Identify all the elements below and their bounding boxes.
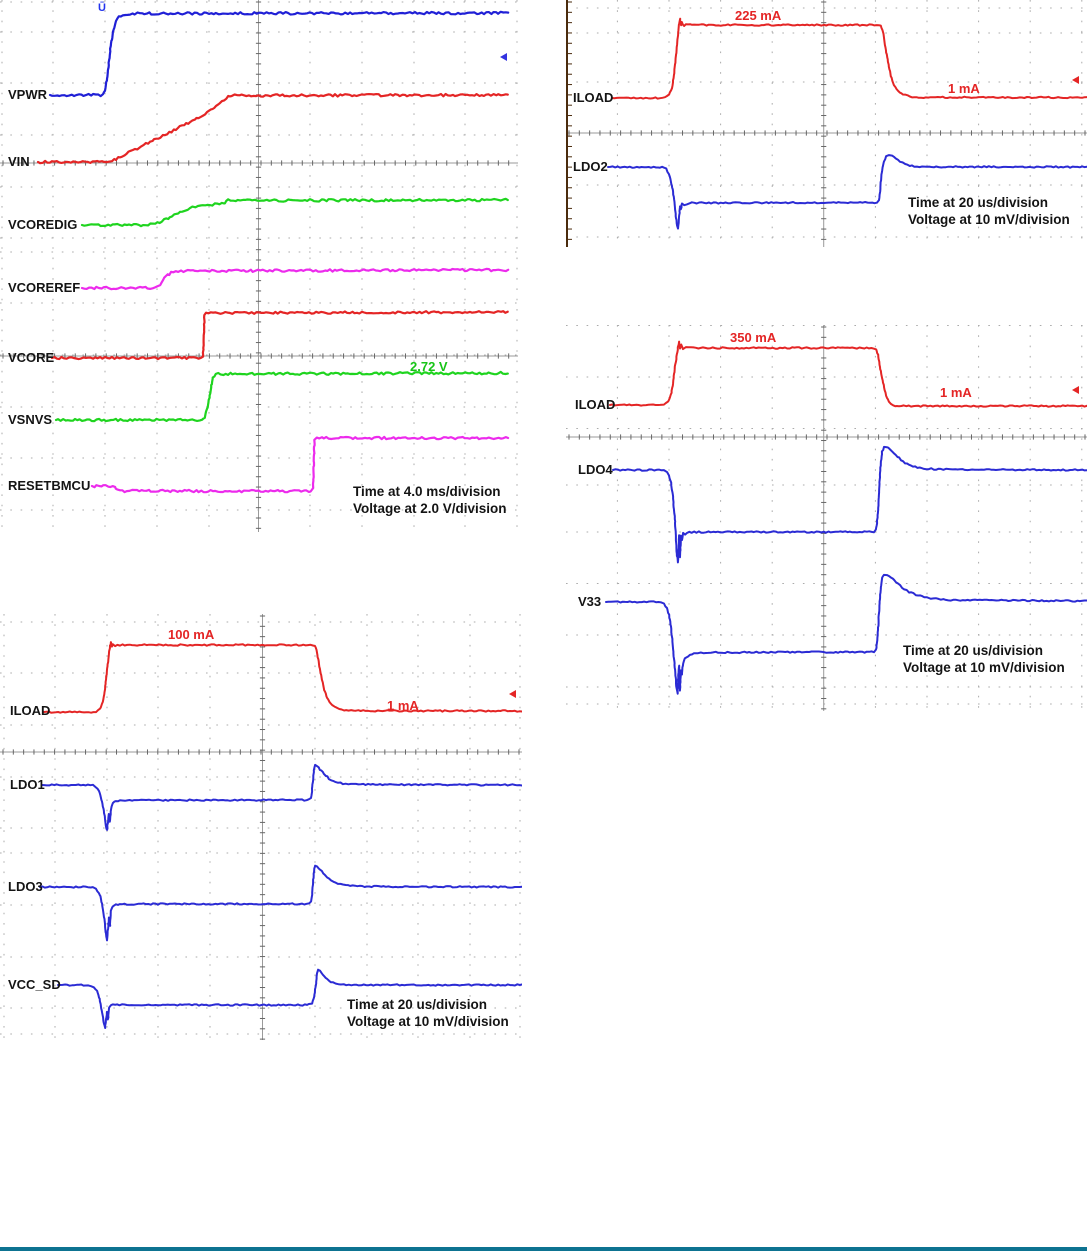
v33-trace-label: V33	[578, 594, 601, 609]
iload-trace	[43, 641, 522, 714]
vin-trace	[36, 92, 509, 165]
powerup-sequence-oscillogram: VPWR VIN VCOREDIG VCOREREF VCORE VSNVS RESETBM…	[0, 0, 518, 532]
timebase-caption: Time at 20 us/division	[908, 195, 1048, 210]
ldo1-ldo3-vccsd-load-transient-oscillogram: ILOAD LDO1 LDO3 VCC_SD 100 mA 1 mA Time at 20 …	[0, 614, 522, 1040]
vpwr-trace-label: VPWR	[8, 87, 48, 102]
trigger-level-marker	[1072, 386, 1079, 394]
ldo4-v33-load-transient-oscillogram: ILOAD LDO4 V33 350 mA 1 mA Time at 20 us/divi…	[566, 325, 1087, 711]
vcc_sd-trace-label: VCC_SD	[8, 977, 61, 992]
ldo2-load-transient-oscillogram: ILOAD LDO2 225 mA 1 mA Time at 20 us/divisio…	[566, 0, 1087, 247]
vin-trace-label: VIN	[8, 154, 30, 169]
vcoredig-trace-label: VCOREDIG	[8, 217, 77, 232]
ldo2-trace-label: LDO2	[573, 159, 608, 174]
iload-trace	[609, 340, 1087, 408]
level-annotation: 2.72 V	[410, 359, 448, 374]
oscillogram-canvas: ILOAD LDO2 225 mA 1 mA Time at 20 us/divisio…	[566, 0, 1087, 247]
resetbmcu-trace-label: RESETBMCU	[8, 478, 90, 493]
vcc_sd-trace	[57, 968, 522, 1029]
level-annotation: 100 mA	[168, 627, 215, 642]
vcoreref-trace-label: VCOREREF	[8, 280, 80, 295]
ldo4-trace-label: LDO4	[578, 462, 613, 477]
level-annotation: 1 mA	[387, 698, 419, 713]
trigger-position-marker: Ū	[98, 2, 106, 14]
ldo2-trace	[607, 154, 1087, 230]
ldo3-trace-label: LDO3	[8, 879, 43, 894]
vsnvs-trace	[54, 370, 509, 423]
level-annotation: 1 mA	[948, 81, 980, 96]
ldo4-trace	[612, 445, 1087, 564]
vcoredig-trace	[80, 197, 509, 228]
vpwr-trace	[48, 10, 510, 98]
vcoreref-trace	[80, 267, 510, 291]
iload-trace-label: ILOAD	[573, 90, 613, 105]
timebase-caption: Voltage at 10 mV/division	[908, 212, 1070, 227]
timebase-caption: Voltage at 10 mV/division	[903, 660, 1065, 675]
trigger-level-marker	[509, 690, 516, 698]
vcore-trace	[50, 310, 509, 361]
timebase-caption: Time at 20 us/division	[347, 997, 487, 1012]
vcore-trace-label: VCORE	[8, 350, 55, 365]
trigger-level-marker	[500, 53, 507, 61]
oscillogram-canvas: VPWR VIN VCOREDIG VCOREREF VCORE VSNVS RESETBM…	[0, 0, 518, 532]
timebase-caption: Voltage at 10 mV/division	[347, 1014, 509, 1029]
vsnvs-trace-label: VSNVS	[8, 412, 52, 427]
level-annotation: 1 mA	[940, 385, 972, 400]
ldo1-trace	[41, 763, 522, 831]
timebase-caption: Time at 20 us/division	[903, 643, 1043, 658]
timebase-caption: Voltage at 2.0 V/division	[353, 501, 507, 516]
v33-trace	[605, 573, 1087, 695]
level-annotation: 225 mA	[735, 8, 782, 23]
level-annotation: 350 mA	[730, 330, 777, 345]
trigger-level-marker	[1072, 76, 1079, 84]
oscillogram-canvas: ILOAD LDO4 V33 350 mA 1 mA Time at 20 us/divi…	[566, 325, 1087, 711]
iload-trace-label: ILOAD	[10, 703, 50, 718]
ldo1-trace-label: LDO1	[10, 777, 45, 792]
oscillogram-canvas: ILOAD LDO1 LDO3 VCC_SD 100 mA 1 mA Time at 20 …	[0, 614, 522, 1040]
iload-trace-label: ILOAD	[575, 397, 615, 412]
resetbmcu-trace	[90, 435, 510, 494]
iload-trace	[611, 17, 1087, 100]
timebase-caption: Time at 4.0 ms/division	[353, 484, 501, 499]
ldo3-trace	[39, 864, 522, 942]
screen-left-border	[566, 0, 568, 247]
footer-rule	[0, 1247, 1087, 1251]
